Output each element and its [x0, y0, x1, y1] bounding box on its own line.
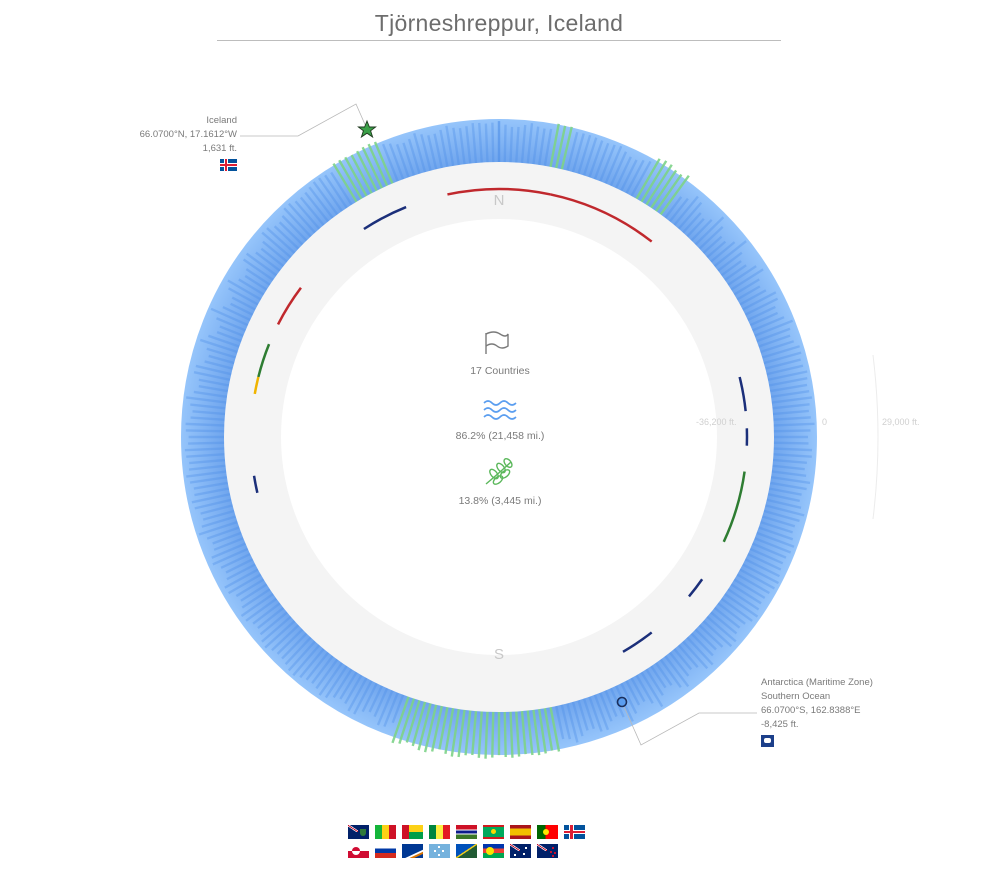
mauritania-flag-icon — [483, 825, 504, 839]
origin-callout: Iceland 66.0700°N, 17.1612°W 1,631 ft. — [140, 114, 237, 171]
flags-row-2 — [348, 844, 653, 858]
scale-min-label: -36,200 ft. — [696, 417, 737, 427]
origin-name: Iceland — [206, 115, 237, 126]
antipode-callout: Antarctica (Maritime Zone) Southern Ocea… — [761, 676, 873, 752]
micronesia-flag-icon — [429, 844, 450, 858]
new-zealand-flag-icon — [537, 844, 558, 858]
greenland-flag-icon — [348, 844, 369, 858]
page-title: Tjörneshreppur, Iceland — [374, 10, 624, 36]
antipode-sub: Southern Ocean — [761, 691, 831, 702]
countries-count: 17 Countries — [470, 365, 530, 377]
australia-flag-icon — [510, 844, 531, 858]
land-segment — [423, 696, 440, 753]
compass-south: S — [494, 646, 504, 663]
iceland-flag-icon — [564, 825, 585, 839]
flag-icon — [485, 331, 509, 354]
marshall-islands-flag-icon — [402, 844, 423, 858]
solomon-islands-flag-icon — [456, 844, 477, 858]
country-arc — [688, 578, 704, 598]
russia-flag-icon — [375, 844, 396, 858]
compass-north: N — [494, 192, 505, 209]
circle-marker-icon — [616, 696, 628, 708]
new-caledonia-flag-icon — [483, 844, 504, 858]
spain-flag-icon — [510, 825, 531, 839]
country-arc — [253, 376, 260, 395]
country-arc — [622, 631, 653, 653]
origin-callout-line — [240, 103, 368, 137]
country-arc — [722, 471, 746, 543]
water-waves-icon — [483, 400, 517, 420]
scale-max-label: 29,000 ft. — [882, 417, 920, 427]
star-marker-icon — [357, 119, 377, 139]
antarctica-flag-icon — [761, 735, 774, 747]
title-divider — [217, 40, 781, 41]
iceland-flag-icon — [220, 159, 237, 171]
land-segment — [457, 700, 467, 758]
inner-ring — [224, 162, 774, 712]
antipode-name: Antarctica (Maritime Zone) — [761, 677, 873, 688]
country-arc — [550, 193, 653, 243]
falkland-islands-flag-icon — [348, 825, 369, 839]
flags-row-1 — [348, 825, 653, 839]
water-stat: 86.2% (21,458 mi.) — [455, 430, 545, 442]
scale-arc — [872, 354, 879, 520]
origin-elevation: 1,631 ft. — [202, 143, 237, 154]
antipode-coords: 66.0700°S, 162.8388°E — [761, 705, 861, 716]
country-arc — [447, 187, 551, 196]
senegal-flag-icon — [429, 825, 450, 839]
country-arc — [252, 475, 259, 494]
origin-coords: 66.0700°N, 17.1612°W — [139, 129, 237, 140]
country-arcs — [252, 187, 749, 653]
guinea-bissau-flag-icon — [402, 825, 423, 839]
land-segment — [391, 689, 413, 744]
mali-flag-icon — [375, 825, 396, 839]
land-segment — [635, 160, 668, 211]
country-arc — [257, 343, 271, 378]
country-arc — [363, 205, 407, 231]
scale-zero-label: 0 — [822, 417, 828, 427]
country-flags — [348, 825, 653, 863]
country-arc — [276, 286, 302, 325]
land-stat: 13.8% (3,445 mi.) — [458, 495, 542, 507]
antipode-elevation: -8,425 ft. — [761, 719, 799, 730]
land-leaf-icon — [485, 458, 513, 485]
portugal-flag-icon — [537, 825, 558, 839]
gambia-flag-icon — [456, 825, 477, 839]
antipode-callout-line — [621, 701, 757, 746]
country-arc — [738, 376, 747, 412]
